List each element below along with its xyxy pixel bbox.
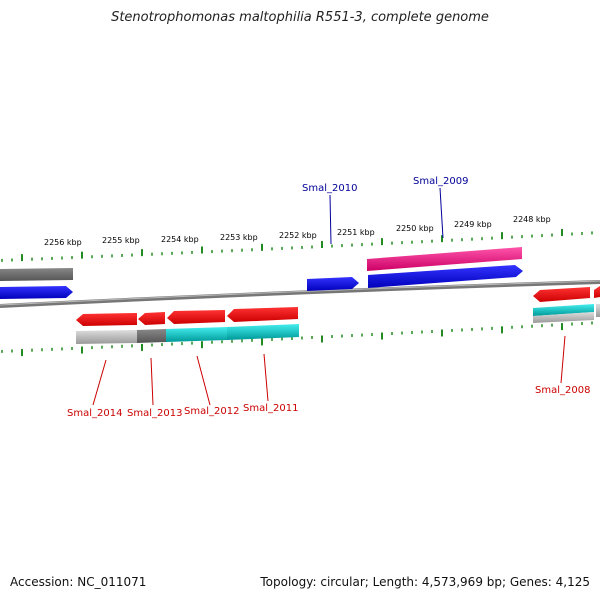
gene-label-smal-2009: Smal_2009 <box>413 176 468 187</box>
page-title: Stenotrophomonas maltophilia R551-3, com… <box>111 10 489 25</box>
gene-labels: Smal_2010 Smal_2009 Smal_2014 Smal_2013 … <box>67 176 590 419</box>
leader-lines <box>92 187 566 406</box>
cds-smal-2010 <box>307 277 359 291</box>
gene-label-smal-2008: Smal_2008 <box>535 385 590 396</box>
tick-labels: 2256 kbp 2255 kbp 2254 kbp 2253 kbp 2252… <box>44 215 551 247</box>
cds-smal-2012 <box>167 310 225 324</box>
feature-smal-2009-pink <box>367 247 522 271</box>
feature-gray-left <box>0 268 73 281</box>
cds-smal-2008 <box>533 287 590 302</box>
accession-text: Accession: NC_011071 <box>10 575 147 589</box>
cds-right-edge <box>594 286 600 298</box>
genome-backbone-highlight <box>0 280 600 306</box>
tick-label: 2248 kbp <box>513 215 551 224</box>
tick-label: 2251 kbp <box>337 228 375 237</box>
tick-label: 2255 kbp <box>102 236 140 245</box>
tick-label: 2256 kbp <box>44 238 82 247</box>
cds-smal-2013 <box>138 312 165 325</box>
feature-cyan-smal-2011 <box>227 324 299 340</box>
tick-label: 2249 kbp <box>454 220 492 229</box>
genome-summary-text: Topology: circular; Length: 4,573,969 bp… <box>260 575 590 589</box>
cds-smal-2009 <box>368 265 523 288</box>
gene-label-smal-2012: Smal_2012 <box>184 406 239 417</box>
gene-label-smal-2010: Smal_2010 <box>302 183 357 194</box>
tick-label: 2254 kbp <box>161 235 199 244</box>
feature-gray-right-edge <box>596 304 600 317</box>
upper-tick-row <box>1 229 593 262</box>
feature-cyan-smal-2012 <box>166 327 227 342</box>
cds-smal-2011 <box>227 307 298 322</box>
tick-label: 2252 kbp <box>279 231 317 240</box>
cds-forward-left <box>0 286 73 299</box>
feature-gray-smal-2014 <box>76 330 137 344</box>
feature-darkgray-smal-2013 <box>137 329 166 343</box>
gene-label-smal-2013: Smal_2013 <box>127 408 182 419</box>
feature-gray-smal-2008 <box>533 312 594 323</box>
tick-label: 2253 kbp <box>220 233 258 242</box>
cds-smal-2014 <box>76 313 137 326</box>
tick-label: 2250 kbp <box>396 224 434 233</box>
lower-tick-row <box>1 321 593 357</box>
gene-label-smal-2011: Smal_2011 <box>243 403 298 414</box>
genome-backbone <box>0 280 600 308</box>
gene-label-smal-2014: Smal_2014 <box>67 408 122 419</box>
